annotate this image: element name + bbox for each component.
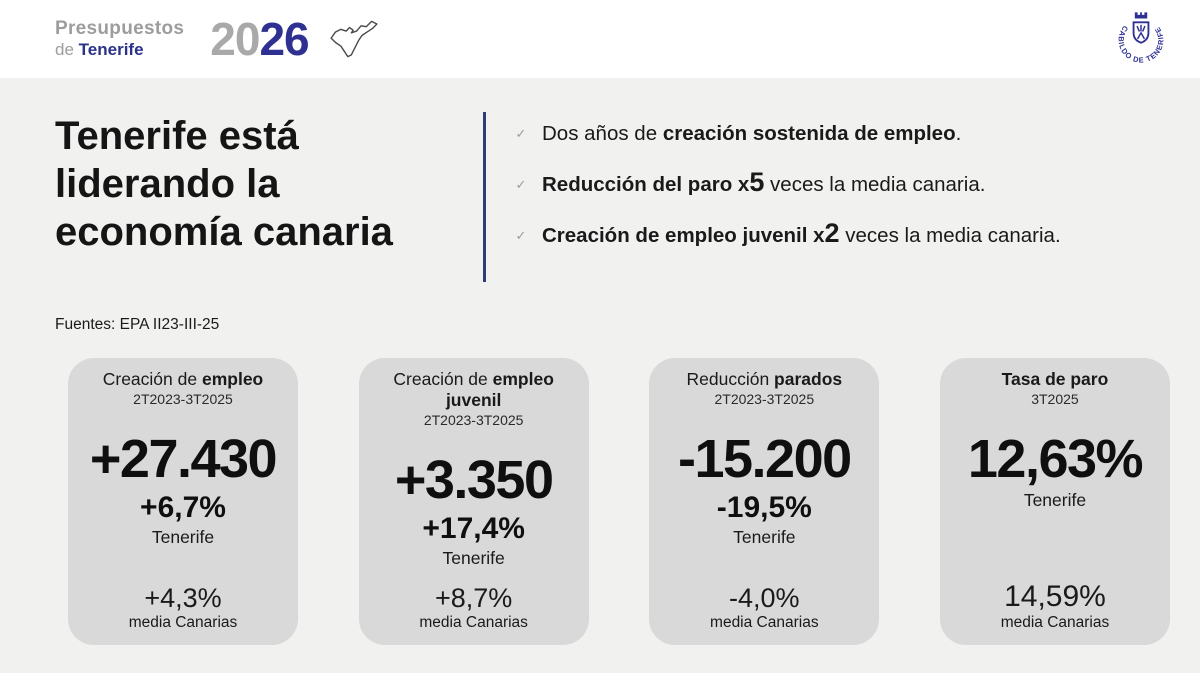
- card-average-block: +8,7% media Canarias: [419, 583, 528, 632]
- card-period: 2T2023-3T2025: [714, 391, 815, 407]
- card-average-label: media Canarias: [419, 614, 528, 631]
- card-average-block: -4,0% media Canarias: [710, 583, 819, 632]
- card-main-value: +27.430: [89, 429, 278, 489]
- check-icon: ✓: [515, 177, 527, 192]
- card-title-regular: Creación de: [102, 369, 202, 389]
- bullet-text: Reducción del paro x5 veces la media can…: [542, 169, 986, 197]
- page-title-line2: liderando la: [55, 162, 280, 206]
- card-main-value: +3.350: [394, 450, 554, 510]
- brand-de: de: [55, 40, 74, 60]
- bullet-text-tail: veces la media canaria.: [839, 224, 1061, 247]
- bullet-item: ✓ Creación de empleo juvenil x2 veces la…: [500, 220, 1061, 248]
- bullet-text-big: 5: [749, 167, 765, 197]
- hero-section: Tenerife está liderando la economía cana…: [0, 112, 1200, 282]
- card-main-value: -15.200: [677, 429, 852, 489]
- card-average-value: +4,3%: [144, 583, 222, 613]
- bullet-text-tail: .: [955, 122, 962, 145]
- card-region-label: Tenerife: [151, 526, 215, 547]
- card-title-regular: Reducción: [686, 369, 775, 389]
- vertical-divider: [483, 112, 486, 282]
- card-percent-value: +17,4%: [422, 511, 525, 545]
- bullet-item: ✓ Dos años de creación sostenida de empl…: [500, 121, 1061, 146]
- brand-name: Tenerife: [78, 40, 144, 60]
- stat-cards-row: Creación de empleo 2T2023-3T2025 +27.430…: [68, 358, 1170, 645]
- year-first-digits: 20: [210, 13, 260, 65]
- card-period: 3T2025: [1031, 391, 1079, 407]
- check-icon: ✓: [515, 126, 527, 141]
- stat-card-creacion-empleo-juvenil: Creación de empleo juvenil 2T2023-3T2025…: [358, 358, 589, 645]
- card-average-label: media Canarias: [1000, 614, 1110, 631]
- card-region-label: Tenerife: [442, 547, 505, 568]
- stat-card-tasa-de-paro: Tasa de paro 3T2025 12,63% Tenerife 14,5…: [939, 358, 1170, 645]
- stat-card-creacion-empleo: Creación de empleo 2T2023-3T2025 +27.430…: [68, 358, 298, 645]
- cabildo-de-tenerife-seal-icon: CABILDO DE TENERIFE: [1110, 8, 1172, 70]
- bullet-text-bold: creación sostenida de empleo: [662, 122, 956, 145]
- year-label: 2026: [210, 13, 309, 65]
- bullet-text-bold: Reducción del paro x: [542, 173, 750, 196]
- seal-emblem: [1136, 24, 1146, 40]
- brand-logo: Presupuestos de Tenerife: [55, 18, 184, 59]
- card-title: Reducción parados: [686, 369, 842, 390]
- card-average-block: 14,59% media Canarias: [1001, 580, 1110, 632]
- card-percent-value: +6,7%: [140, 490, 226, 524]
- bullet-item: ✓ Reducción del paro x5 veces la media c…: [500, 169, 1061, 197]
- card-average-label: media Canarias: [128, 614, 238, 631]
- card-title: Creación de empleo juvenil: [365, 369, 583, 411]
- card-period: 2T2023-3T2025: [423, 412, 524, 428]
- card-average-value: 14,59%: [1004, 580, 1106, 613]
- page-title-line3: economía canaria: [55, 210, 393, 254]
- sources-note: Fuentes: EPA II23-III-25: [55, 316, 220, 333]
- card-average-value: +8,7%: [435, 583, 513, 613]
- bullet-list: ✓ Dos años de creación sostenida de empl…: [486, 112, 1061, 282]
- card-title-regular: Creación de: [393, 369, 493, 389]
- card-main-value: 12,63%: [967, 429, 1144, 489]
- page-title-line1: Tenerife está: [55, 114, 299, 158]
- card-title: Tasa de paro: [1002, 369, 1109, 390]
- bullet-text-bold: Creación de empleo juvenil x: [542, 224, 825, 247]
- header-bar: Presupuestos de Tenerife 2026 CABILDO DE…: [0, 0, 1200, 78]
- card-average-value: -4,0%: [729, 583, 800, 613]
- tenerife-island-outline-icon: [327, 17, 381, 66]
- stat-card-reduccion-parados: Reducción parados 2T2023-3T2025 -15.200 …: [649, 358, 880, 645]
- bullet-text: Dos años de creación sostenida de empleo…: [542, 121, 961, 146]
- card-average-label: media Canarias: [710, 614, 819, 631]
- card-region-label: Tenerife: [733, 526, 796, 547]
- card-period: 2T2023-3T2025: [133, 391, 233, 407]
- brand-line2: de Tenerife: [55, 40, 184, 60]
- card-average-block: +4,3% media Canarias: [129, 583, 238, 632]
- card-title-bold: empleo: [201, 369, 264, 389]
- card-region-label: Tenerife: [1023, 489, 1087, 510]
- page-title: Tenerife está liderando la economía cana…: [55, 112, 483, 282]
- card-title: Creación de empleo: [103, 369, 264, 390]
- card-title-bold: parados: [774, 369, 843, 389]
- seal-shield: [1132, 21, 1150, 44]
- card-percent-value: -19,5%: [716, 490, 812, 524]
- seal-crown: [1134, 12, 1148, 19]
- brand-line1: Presupuestos: [55, 18, 185, 40]
- bullet-text-regular: Dos años de: [542, 122, 663, 145]
- year-second-digits: 26: [259, 13, 309, 65]
- bullet-text-big: 2: [824, 218, 840, 248]
- card-title-bold: empleo juvenil: [445, 369, 554, 410]
- check-icon: ✓: [515, 228, 527, 243]
- card-title-bold: Tasa de paro: [1001, 369, 1109, 389]
- bullet-text: Creación de empleo juvenil x2 veces la m…: [542, 220, 1061, 248]
- bullet-text-tail: veces la media canaria.: [764, 173, 986, 196]
